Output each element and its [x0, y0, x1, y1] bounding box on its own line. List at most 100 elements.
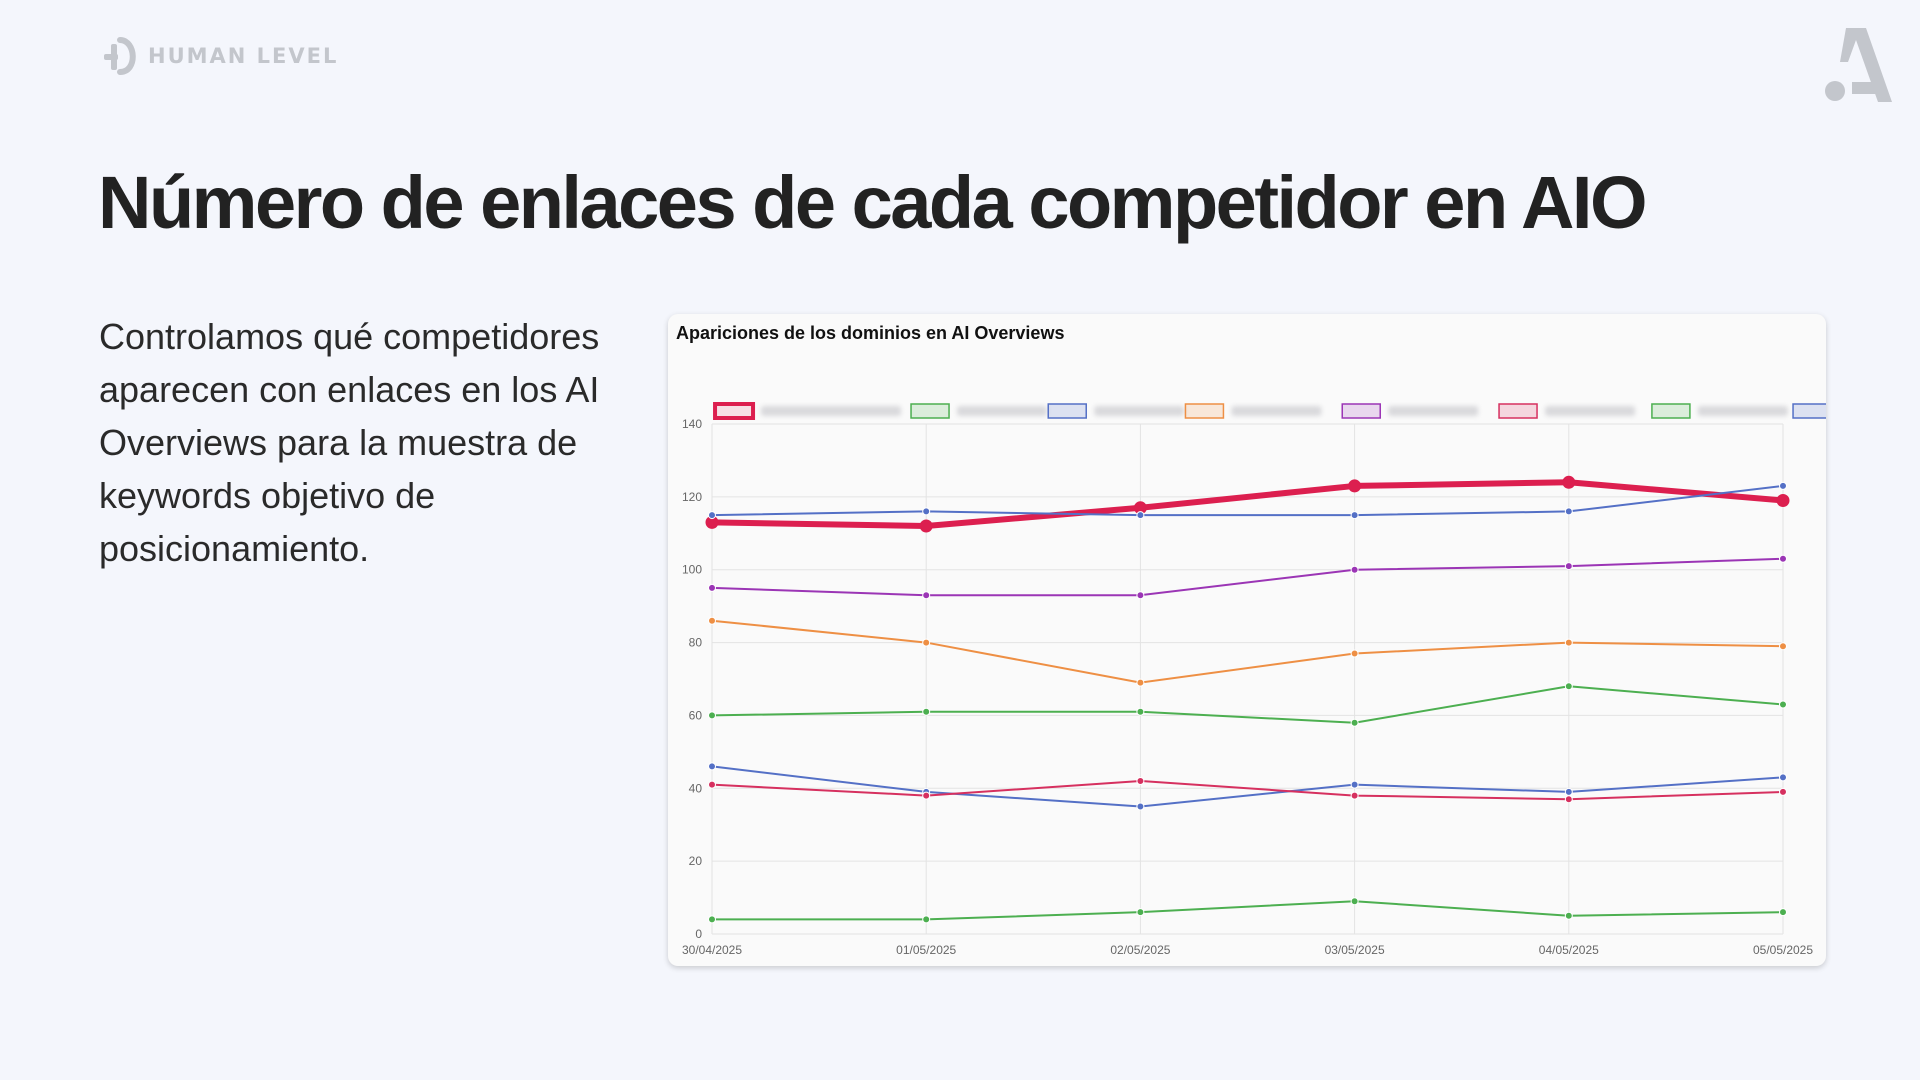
legend-label-blurred [1697, 406, 1788, 416]
chart-series [705, 475, 1790, 924]
data-point [922, 638, 931, 647]
data-point [922, 507, 931, 516]
data-point [1564, 911, 1573, 920]
series-2 [708, 897, 1787, 924]
series-line [709, 479, 1786, 529]
human-level-logo-icon [104, 37, 136, 75]
line-chart: Apariciones de los dominios en AI Overvi… [676, 323, 1826, 957]
data-point [1348, 479, 1362, 493]
x-tick-label: 04/05/2025 [1539, 943, 1599, 957]
data-point [1350, 718, 1359, 727]
legend-label-blurred [1545, 406, 1636, 416]
legend-label-blurred [1094, 406, 1185, 416]
y-tick-label: 20 [689, 854, 703, 868]
series-1 [705, 475, 1790, 533]
data-point [1564, 562, 1573, 571]
chart-legend [713, 402, 1826, 420]
data-point [1136, 707, 1145, 716]
data-point [1350, 897, 1359, 906]
x-tick-label: 03/05/2025 [1325, 943, 1385, 957]
legend-swatch [1792, 403, 1826, 419]
y-tick-label: 140 [682, 417, 702, 431]
legend-swatch [1184, 403, 1225, 419]
legend-label-placeholder [1094, 406, 1185, 416]
data-point [1136, 777, 1145, 785]
legend-swatch [1047, 403, 1087, 419]
data-point [1776, 494, 1790, 507]
data-point [708, 583, 716, 592]
data-point [1779, 642, 1787, 651]
data-point [708, 711, 716, 720]
logo-text: HUMAN LEVEL [148, 44, 339, 68]
series-line [711, 557, 1784, 597]
series-line [711, 900, 1784, 921]
legend-swatch [1498, 403, 1538, 419]
legend-label-placeholder [1545, 406, 1636, 416]
data-point [1779, 700, 1787, 709]
legend-label-placeholder [761, 406, 902, 416]
data-point [1779, 908, 1787, 917]
legend-swatch [713, 402, 756, 420]
series-line [711, 780, 1784, 801]
series-line [711, 685, 1784, 724]
data-point [1136, 802, 1145, 811]
data-point [1136, 678, 1145, 687]
y-tick-label: 0 [695, 927, 702, 941]
data-point [1779, 554, 1787, 563]
data-point [1779, 773, 1787, 782]
data-point [1779, 787, 1787, 796]
legend-label-blurred [1388, 406, 1479, 416]
x-tick-label: 05/05/2025 [1753, 943, 1813, 957]
y-tick-label: 60 [689, 708, 703, 722]
data-point [1779, 481, 1787, 490]
y-tick-label: 120 [682, 490, 702, 504]
legend-swatch [1651, 403, 1691, 419]
data-point [1564, 507, 1573, 516]
data-point [1136, 591, 1145, 600]
series-8 [708, 481, 1787, 520]
data-point [1350, 791, 1359, 800]
series-line [711, 484, 1784, 517]
series-5 [708, 554, 1787, 600]
series-7 [708, 682, 1787, 727]
y-tick-label: 40 [689, 781, 703, 795]
chart-card: Apariciones de los dominios en AI Overvi… [668, 314, 1826, 966]
data-point [922, 591, 931, 600]
data-point [1564, 638, 1573, 647]
data-point [922, 791, 931, 800]
data-point [1564, 795, 1573, 804]
data-point [1350, 649, 1359, 658]
legend-label-placeholder [1231, 406, 1322, 416]
legend-label-placeholder [1697, 406, 1788, 416]
legend-label-blurred [957, 406, 1048, 416]
chart-title: Apariciones de los dominios en AI Overvi… [676, 323, 1064, 343]
data-point [1136, 908, 1145, 917]
data-point [708, 511, 716, 520]
series-3 [708, 762, 1787, 811]
data-point [708, 762, 716, 771]
brand-a-logo-icon [1825, 28, 1892, 102]
series-line [711, 765, 1784, 808]
data-point [1564, 682, 1573, 691]
y-tick-label: 100 [682, 563, 702, 577]
legend-label-placeholder [1388, 406, 1479, 416]
x-tick-label: 02/05/2025 [1110, 943, 1170, 957]
legend-swatch [910, 403, 950, 419]
data-point [708, 616, 716, 625]
legend-label-blurred [1231, 406, 1322, 416]
data-point [708, 915, 716, 924]
data-point [1562, 475, 1576, 489]
data-point [922, 707, 931, 716]
x-tick-label: 30/04/2025 [682, 943, 742, 957]
legend-label-placeholder [957, 406, 1048, 416]
legend-label-blurred [761, 406, 902, 416]
data-point [922, 915, 931, 924]
series-6 [708, 777, 1787, 804]
data-point [1350, 565, 1359, 574]
page-title: Número de enlaces de cada competidor en … [98, 161, 1648, 244]
chart-grid [711, 423, 1784, 935]
y-tick-label: 80 [689, 636, 703, 650]
chart-axis-ticks: 0 20 40 60 80 100 120 140 30/04/2025 01/05/2025 02… [682, 417, 1813, 957]
data-point [1564, 787, 1573, 796]
page-description: Controlamos qué competidores aparecen co… [99, 316, 600, 569]
